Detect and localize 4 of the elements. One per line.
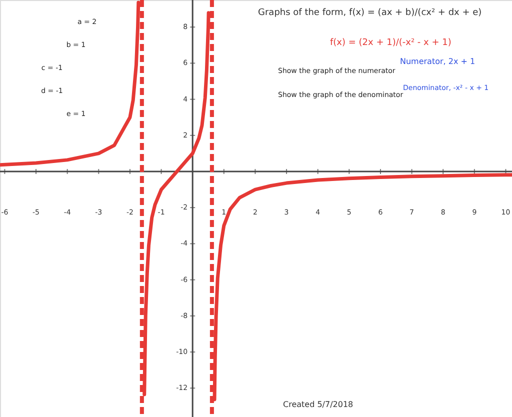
annotation: Created 5/7/2018	[283, 400, 354, 409]
text: Graphs of the form, f(x) = (ax + b)/(cx² + dx + e)	[258, 8, 482, 18]
annotation: Numerator, 2x + 1	[400, 57, 476, 66]
annotation: f(x) = (2x + 1)/(-x² - x + 1)	[330, 38, 452, 48]
